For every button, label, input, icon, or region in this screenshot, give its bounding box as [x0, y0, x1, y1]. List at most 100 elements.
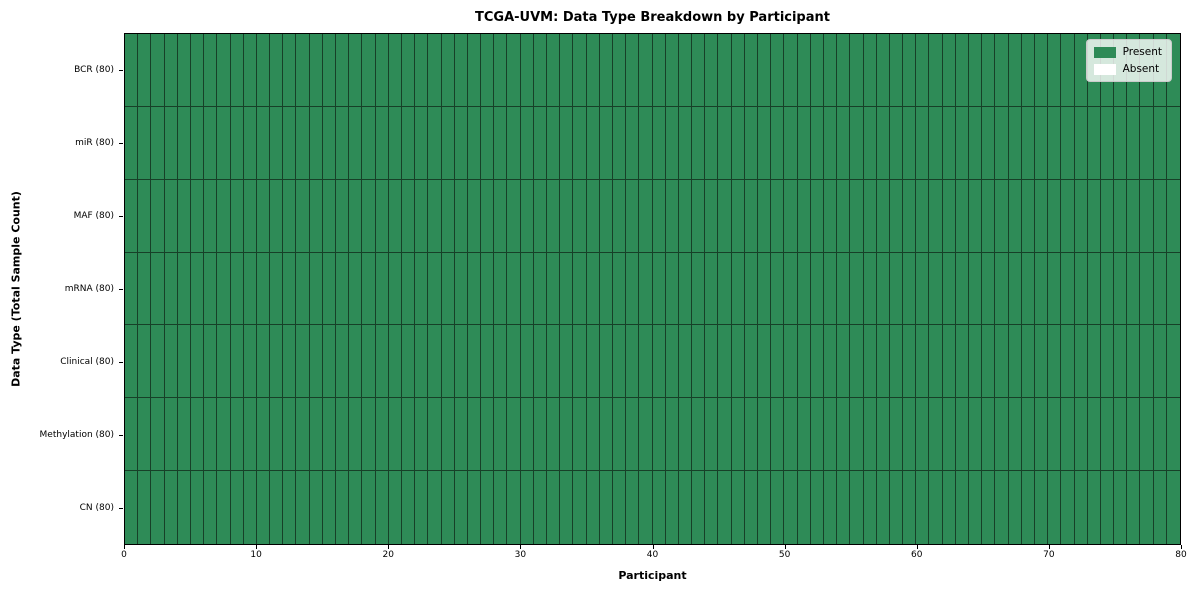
heatmap-cell — [982, 471, 996, 544]
heatmap-cell — [270, 252, 284, 326]
heatmap-cell — [1114, 179, 1128, 253]
heatmap-cell — [401, 325, 416, 399]
y-tick-mark — [119, 362, 123, 364]
x-tick-mark — [256, 545, 258, 549]
heatmap-cell — [177, 106, 191, 180]
heatmap-cell — [230, 34, 244, 107]
heatmap-cell — [270, 398, 284, 472]
heatmap-cell — [705, 398, 719, 472]
heatmap-cell — [494, 471, 508, 544]
heatmap-cell — [731, 398, 745, 472]
heatmap-cell — [969, 252, 983, 326]
heatmap-cell — [916, 398, 930, 472]
heatmap-cell — [322, 106, 336, 180]
heatmap-cell — [454, 34, 468, 107]
heatmap-cell — [283, 471, 297, 544]
heatmap-cell — [362, 106, 376, 180]
heatmap-cell — [639, 325, 653, 399]
heatmap-cell — [454, 325, 468, 399]
x-tick-label: 60 — [911, 550, 923, 560]
heatmap-cell — [296, 252, 310, 326]
heatmap-cell — [322, 398, 336, 472]
heatmap-cell — [929, 34, 943, 107]
heatmap-cell — [1100, 398, 1115, 472]
heatmap-cell — [626, 179, 640, 253]
heatmap-cell — [823, 398, 838, 472]
heatmap-cell — [969, 471, 983, 544]
heatmap-cell — [560, 106, 574, 180]
heatmap-cell — [612, 398, 627, 472]
heatmap-cell — [190, 34, 205, 107]
heatmap-cell — [349, 34, 363, 107]
heatmap-cell — [1008, 252, 1022, 326]
heatmap-cell — [889, 398, 904, 472]
heatmap-cell — [481, 179, 495, 253]
heatmap-cell — [744, 179, 758, 253]
x-tick-label: 40 — [646, 550, 659, 560]
heatmap-cell — [1153, 106, 1167, 180]
heatmap-cell — [309, 398, 323, 472]
heatmap-cell — [731, 106, 745, 180]
heatmap-cell — [1166, 398, 1180, 472]
heatmap-cell — [612, 106, 627, 180]
y-tick-label: mRNA (80) — [64, 284, 114, 294]
heatmap-cell — [837, 34, 851, 107]
heatmap-cell — [850, 325, 864, 399]
heatmap-cell — [771, 325, 785, 399]
heatmap-cell — [1100, 179, 1115, 253]
heatmap-cell — [204, 179, 218, 253]
heatmap-cell — [678, 179, 693, 253]
heatmap-cell — [164, 252, 178, 326]
heatmap-cell — [784, 252, 798, 326]
x-tick-mark — [1181, 545, 1182, 549]
heatmap-cell — [955, 398, 969, 472]
heatmap-cell — [283, 398, 297, 472]
heatmap-cell — [1008, 398, 1022, 472]
heatmap-cell — [1153, 398, 1167, 472]
heatmap-cell — [283, 179, 297, 253]
heatmap-cell — [125, 34, 139, 107]
heatmap-cell — [533, 34, 547, 107]
heatmap-cell — [204, 106, 218, 180]
heatmap-cell — [823, 179, 838, 253]
heatmap-cell — [797, 252, 811, 326]
heatmap-cell — [771, 34, 785, 107]
x-axis-label: Participant — [618, 569, 687, 582]
heatmap-cell — [375, 252, 389, 326]
heatmap-cell — [692, 325, 706, 399]
heatmap-cell — [652, 398, 666, 472]
heatmap-cell — [731, 325, 745, 399]
heatmap-cell — [810, 179, 824, 253]
heatmap-cell — [837, 179, 851, 253]
heatmap-cell — [797, 398, 811, 472]
heatmap-cell — [547, 398, 561, 472]
heatmap-cell — [138, 398, 152, 472]
heatmap-cell — [481, 398, 495, 472]
heatmap-cell — [507, 471, 521, 544]
heatmap-cell — [533, 398, 547, 472]
heatmap-cell — [1021, 325, 1035, 399]
heatmap-cell — [481, 325, 495, 399]
heatmap-cell — [560, 179, 574, 253]
heatmap-cell — [889, 179, 904, 253]
x-tick-mark — [652, 545, 654, 549]
heatmap-cell — [573, 106, 587, 180]
heatmap-cell — [428, 252, 442, 326]
heatmap-cell — [784, 398, 798, 472]
heatmap-cell — [270, 106, 284, 180]
heatmap-cell — [797, 325, 811, 399]
heatmap-cell — [797, 34, 811, 107]
heatmap-cell — [138, 34, 152, 107]
x-tick-mark — [784, 545, 786, 549]
heatmap-cell — [942, 34, 956, 107]
heatmap-cell — [1114, 106, 1128, 180]
heatmap-cell — [599, 106, 613, 180]
heatmap-cell — [1008, 34, 1022, 107]
heatmap-cell — [850, 471, 864, 544]
heatmap-cell — [916, 34, 930, 107]
heatmap-cell — [454, 179, 468, 253]
heatmap-cell — [270, 325, 284, 399]
heatmap-cell — [1140, 471, 1154, 544]
heatmap-cell — [283, 252, 297, 326]
heatmap-cell — [1140, 325, 1154, 399]
